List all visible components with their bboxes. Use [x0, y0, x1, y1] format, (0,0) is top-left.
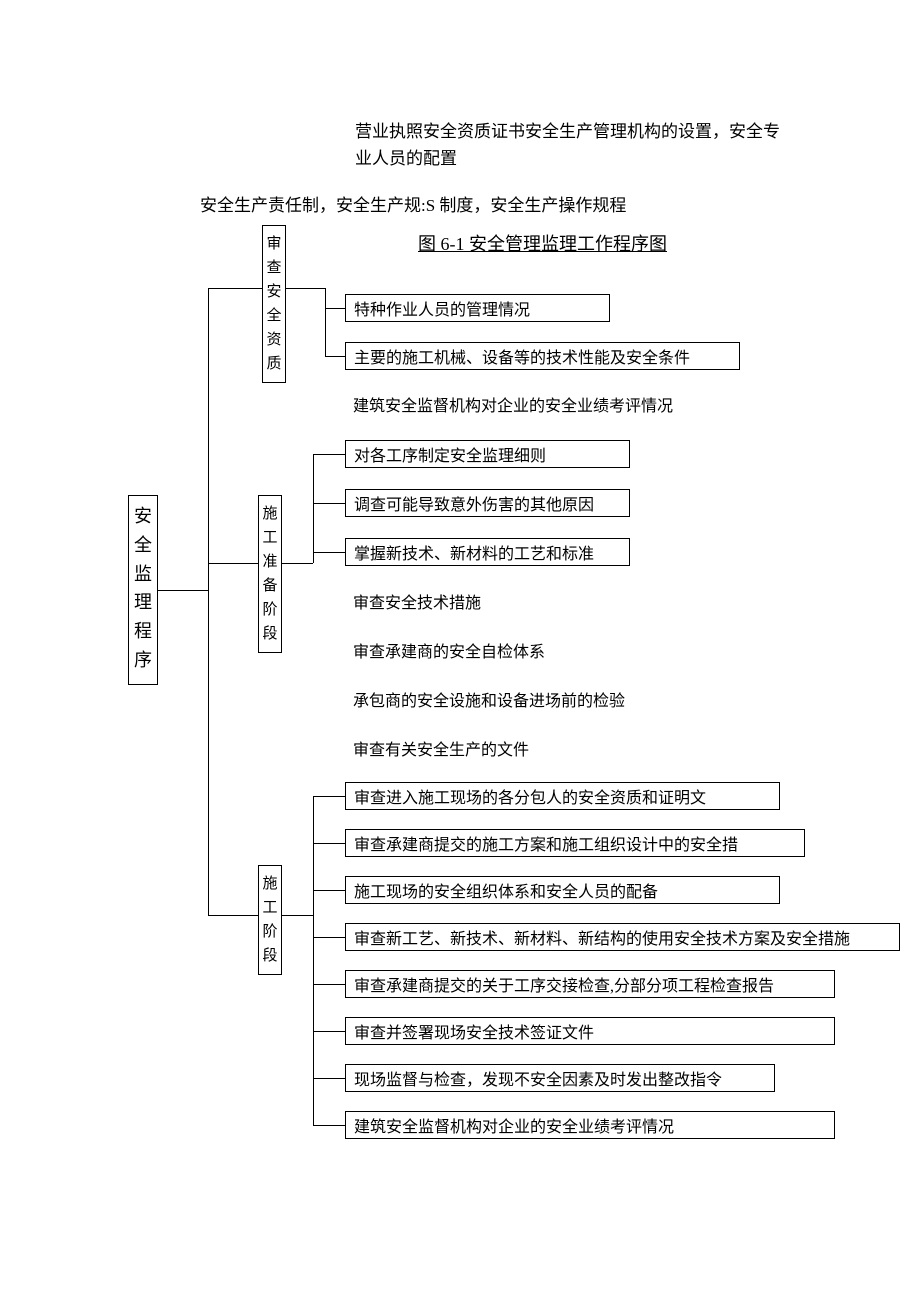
connector-line: [282, 915, 313, 916]
vlabel-char: 准: [263, 550, 278, 574]
stage3-item: 审查进入施工现场的各分包人的安全资质和证明文: [345, 782, 780, 810]
vlabel-char: 程: [134, 617, 152, 646]
stage2-label: 施工准备阶段: [258, 495, 282, 653]
stage1-label: 审查安全资质: [262, 225, 286, 383]
second-paragraph: 安全生产责任制，安全生产规:S 制度，安全生产操作规程: [200, 192, 800, 219]
connector-line: [282, 563, 313, 564]
stage2-item: 承包商的安全设施和设备进场前的检验: [345, 685, 695, 713]
connector-line: [313, 984, 345, 985]
connector-line: [208, 288, 262, 289]
connector-line: [325, 356, 345, 357]
vlabel-char: 施: [263, 502, 278, 526]
connector-line: [313, 937, 345, 938]
connector-line: [313, 796, 314, 1125]
stage1-item: 特种作业人员的管理情况: [345, 294, 610, 322]
vlabel-char: 施: [263, 872, 278, 896]
vlabel-char: 序: [134, 646, 152, 675]
top-paragraph: 营业执照安全资质证书安全生产管理机构的设置，安全专业人员的配置: [355, 118, 785, 172]
stage2-item: 审查安全技术措施: [345, 587, 595, 615]
stage2-item: 审查承建商的安全自检体系: [345, 636, 645, 664]
stage2-item: 调查可能导致意外伤害的其他原因: [345, 489, 630, 517]
vlabel-char: 安: [267, 280, 282, 304]
vlabel-char: 查: [267, 256, 282, 280]
stage3-item: 现场监督与检查，发现不安全因素及时发出整改指令: [345, 1064, 775, 1092]
connector-line: [286, 288, 325, 289]
connector-line: [313, 890, 345, 891]
vlabel-char: 全: [267, 304, 282, 328]
connector-line: [313, 454, 345, 455]
vlabel-char: 安: [134, 502, 152, 531]
vlabel-char: 工: [263, 526, 278, 550]
connector-line: [313, 843, 345, 844]
vlabel-char: 段: [263, 622, 278, 646]
stage3-item: 审查承建商提交的关于工序交接检查,分部分项工程检查报告: [345, 970, 835, 998]
vlabel-char: 工: [263, 896, 278, 920]
connector-line: [313, 503, 345, 504]
stage2-item: 对各工序制定安全监理细则: [345, 440, 630, 468]
connector-line: [325, 288, 326, 357]
root-label: 安全监理程序: [128, 495, 158, 685]
vlabel-char: 资: [267, 328, 282, 352]
figure-title: 图 6-1 安全管理监理工作程序图: [418, 230, 667, 256]
connector-line: [313, 796, 345, 797]
stage2-item: 审查有关安全生产的文件: [345, 734, 645, 762]
connector-line: [313, 552, 345, 553]
vlabel-char: 理: [134, 588, 152, 617]
connector-line: [325, 308, 345, 309]
connector-line: [208, 288, 209, 916]
stage3-item: 审查承建商提交的施工方案和施工组织设计中的安全措: [345, 829, 805, 857]
vlabel-char: 段: [263, 944, 278, 968]
vlabel-char: 阶: [263, 920, 278, 944]
vlabel-char: 质: [267, 352, 282, 376]
connector-line: [208, 915, 258, 916]
stage3-item: 建筑安全监督机构对企业的安全业绩考评情况: [345, 1111, 835, 1139]
vlabel-char: 审: [267, 232, 282, 256]
connector-line: [313, 1031, 345, 1032]
vlabel-char: 备: [263, 574, 278, 598]
stage1-item: 主要的施工机械、设备等的技术性能及安全条件: [345, 342, 740, 370]
stage3-item: 审查新工艺、新技术、新材料、新结构的使用安全技术方案及安全措施: [345, 923, 900, 951]
connector-line: [313, 454, 314, 563]
stage2-item: 掌握新技术、新材料的工艺和标准: [345, 538, 630, 566]
connector-line: [208, 563, 258, 564]
connector-line: [313, 1078, 345, 1079]
connector-line: [313, 1125, 345, 1126]
stage1-item: 建筑安全监督机构对企业的安全业绩考评情况: [345, 390, 745, 418]
vlabel-char: 监: [134, 560, 152, 589]
connector-line: [158, 590, 208, 591]
stage3-label: 施工阶段: [258, 865, 282, 975]
stage3-item: 施工现场的安全组织体系和安全人员的配备: [345, 876, 780, 904]
vlabel-char: 阶: [263, 598, 278, 622]
vlabel-char: 全: [134, 531, 152, 560]
stage3-item: 审查并签署现场安全技术签证文件: [345, 1017, 835, 1045]
